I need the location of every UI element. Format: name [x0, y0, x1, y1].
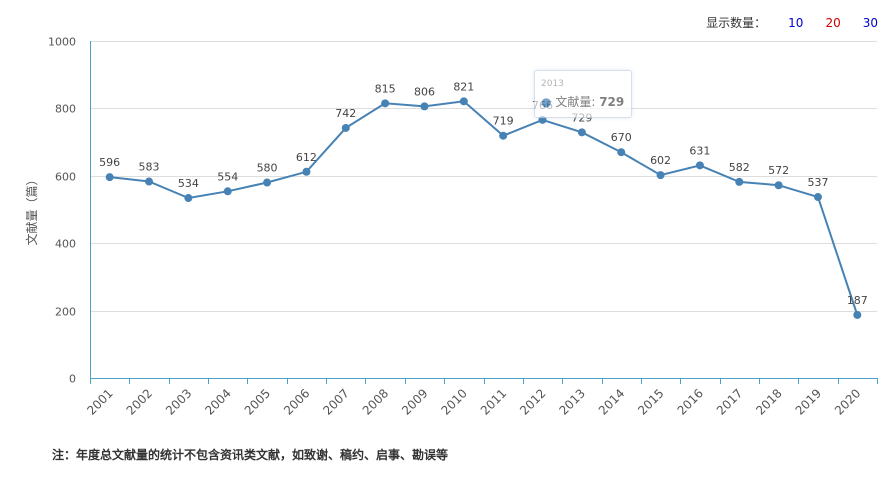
data-point[interactable]	[499, 131, 508, 140]
data-label: 821	[453, 80, 474, 93]
y-tick-label: 400	[55, 238, 76, 251]
data-points[interactable]	[105, 97, 862, 319]
data-point[interactable]	[302, 167, 311, 176]
x-tick-label: 2007	[320, 386, 351, 417]
tooltip-value: 729	[599, 95, 625, 109]
x-tick-label: 2005	[242, 386, 273, 417]
x-tick-label: 2006	[281, 386, 312, 417]
data-point[interactable]	[853, 310, 862, 319]
data-label: 806	[414, 85, 435, 98]
data-point[interactable]	[105, 173, 114, 182]
data-label: 596	[99, 156, 120, 169]
footnote: 注：年度总文献量的统计不包含资讯类文献，如致谢、稿约、启事、勘误等	[52, 448, 449, 462]
x-tick-label: 2008	[360, 386, 391, 417]
data-label: 815	[375, 82, 396, 95]
data-label: 580	[257, 162, 278, 175]
data-point[interactable]	[813, 193, 822, 202]
x-tick-label: 2012	[517, 386, 548, 417]
y-tick-label: 1000	[48, 36, 76, 49]
data-label: 582	[729, 161, 750, 174]
x-tick-label: 2003	[163, 386, 194, 417]
data-point[interactable]	[695, 161, 704, 170]
data-point[interactable]	[381, 99, 390, 108]
data-label: 631	[689, 144, 710, 157]
display-count-selector: 显示数量： 10 20 30	[706, 14, 878, 31]
tooltip-year: 2013	[541, 79, 564, 89]
data-label: 612	[296, 151, 317, 164]
x-tick-label: 2016	[675, 386, 706, 417]
grid-lines	[90, 41, 877, 312]
x-tick-label: 2010	[438, 386, 469, 417]
y-tick-label: 200	[55, 306, 76, 319]
data-point[interactable]	[774, 181, 783, 190]
x-tick-label: 2013	[556, 386, 587, 417]
series-line-path	[109, 100, 859, 316]
y-tick-label: 0	[69, 373, 76, 386]
data-point[interactable]	[184, 194, 193, 203]
data-point[interactable]	[656, 171, 665, 180]
data-point[interactable]	[341, 123, 350, 132]
tooltip-series-name: 文献量:	[555, 95, 596, 109]
count-option-10[interactable]: 10	[788, 15, 804, 30]
x-tick-label: 2014	[596, 386, 627, 417]
y-tick-label: 600	[55, 171, 76, 184]
series-line	[109, 100, 859, 316]
y-axis-label: 文献量（篇）	[24, 173, 39, 245]
data-label: 537	[807, 176, 828, 189]
data-point[interactable]	[223, 187, 232, 196]
data-point[interactable]	[145, 177, 154, 186]
x-tick-label: 2002	[124, 386, 155, 417]
x-tick-label: 2009	[399, 386, 430, 417]
data-point[interactable]	[577, 128, 586, 137]
data-label: 572	[768, 164, 789, 177]
data-label: 534	[178, 177, 199, 190]
data-label: 670	[611, 131, 632, 144]
data-label: 602	[650, 154, 671, 167]
data-label: 719	[493, 115, 514, 128]
data-point[interactable]	[263, 178, 272, 187]
x-tick-label: 2011	[478, 386, 509, 417]
x-tick-label: 2018	[753, 386, 784, 417]
y-tick-labels: 0 200 400 600 800 1000	[48, 36, 76, 386]
hover-tooltip: 2013 ● 文献量: 729	[534, 70, 632, 118]
data-label: 742	[335, 107, 356, 120]
x-tick-label: 2001	[84, 386, 115, 417]
x-tick-label: 2004	[202, 386, 233, 417]
data-point[interactable]	[420, 102, 429, 111]
display-count-label: 显示数量：	[706, 16, 767, 30]
x-tick-label: 2015	[635, 386, 666, 417]
tooltip-series-dot-icon: ●	[541, 95, 552, 109]
data-point[interactable]	[459, 97, 468, 106]
x-tick-label: 2019	[793, 386, 824, 417]
x-tick-label: 2017	[714, 386, 745, 417]
axes	[90, 41, 878, 384]
x-tick-labels: 2001 2002 2003 2004 2005 2006 2007 2008 2009 2010…	[84, 386, 863, 417]
y-tick-label: 800	[55, 103, 76, 116]
count-option-30[interactable]: 30	[862, 15, 878, 30]
data-label: 187	[847, 294, 868, 307]
data-label: 583	[139, 161, 160, 174]
data-label: 554	[217, 170, 238, 183]
x-tick-label: 2020	[832, 386, 863, 417]
data-point[interactable]	[617, 148, 626, 157]
data-point[interactable]	[735, 177, 744, 186]
tooltip-row: ● 文献量: 729	[541, 93, 624, 110]
count-option-20[interactable]: 20	[825, 15, 841, 30]
